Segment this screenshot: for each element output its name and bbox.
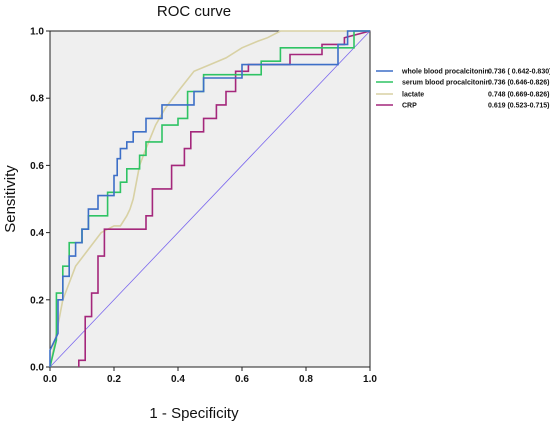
x-axis: 0.0 0.2 0.4 0.6 0.8 1.0 [43, 367, 377, 385]
y-tick-label: 0.8 [30, 94, 44, 105]
y-axis-label: Sensitivity [2, 165, 19, 233]
legend-series-name: CRP [402, 103, 417, 110]
x-tick-label: 0.2 [107, 374, 121, 385]
y-tick-label: 0.6 [30, 161, 44, 172]
roc-series-lines [49, 30, 371, 368]
legend-series-value: 0.736 (0.646-0.826) [488, 80, 550, 87]
legend-series-value: 0.736 ( 0.642-0.830) [488, 69, 550, 76]
legend: whole blood procalcitonin 0.736 ( 0.642-0… [376, 69, 550, 110]
series-line-serum-blood-procalcitonin [49, 30, 370, 368]
y-tick-label: 0.2 [30, 295, 44, 306]
x-tick-label: 1.0 [363, 374, 377, 385]
reference-diagonal-line [49, 30, 371, 368]
x-tick-label: 0.0 [43, 374, 57, 385]
series-line-whole-blood-procalcitonin [49, 30, 370, 367]
y-tick-label: 0.0 [30, 363, 44, 374]
x-tick-label: 0.4 [171, 374, 185, 385]
y-tick-label: 0.4 [30, 228, 44, 239]
y-tick-label: 1.0 [30, 27, 44, 38]
legend-series-value: 0.748 (0.669-0.826) [488, 92, 550, 99]
legend-series-value: 0.619 (0.523-0.715) [488, 103, 550, 110]
x-axis-label: 1 - Specificity [149, 405, 239, 422]
x-tick-label: 0.8 [299, 374, 313, 385]
legend-series-name: whole blood procalcitonin [401, 69, 489, 76]
legend-series-name: serum blood procalcitonin [402, 80, 490, 87]
legend-series-name: lactate [402, 92, 424, 99]
reference-diagonal [49, 30, 371, 368]
y-axis: 0.0 0.2 0.4 0.6 0.8 1.0 [30, 27, 50, 374]
chart-title: ROC curve [157, 3, 231, 20]
x-tick-label: 0.6 [235, 374, 249, 385]
